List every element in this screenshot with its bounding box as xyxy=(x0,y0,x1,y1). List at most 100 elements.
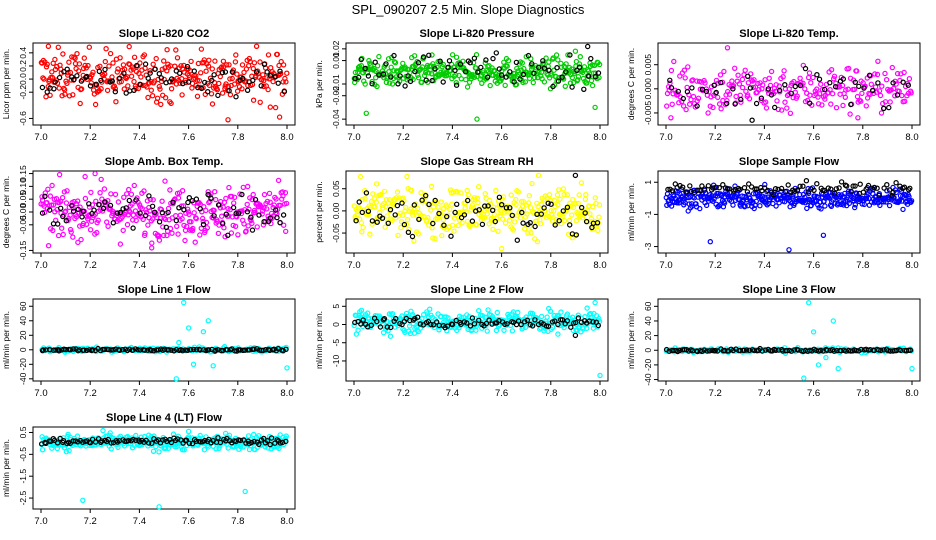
data-point xyxy=(203,207,209,214)
data-point xyxy=(381,316,388,322)
data-point xyxy=(130,225,136,231)
data-point xyxy=(115,444,121,451)
data-point xyxy=(724,45,731,51)
x-tick-label: 7.6 xyxy=(807,260,820,271)
data-point xyxy=(123,205,129,211)
data-point xyxy=(458,214,465,221)
data-point xyxy=(710,185,716,191)
data-point xyxy=(115,66,121,72)
data-point xyxy=(552,318,558,324)
data-point xyxy=(852,79,859,86)
data-point xyxy=(588,77,595,84)
data-point xyxy=(535,172,542,179)
data-point xyxy=(44,89,50,95)
data-point xyxy=(104,87,111,94)
data-point xyxy=(668,67,675,74)
x-tick-label: 7.0 xyxy=(347,260,360,271)
data-point xyxy=(384,213,390,219)
data-point xyxy=(565,52,571,58)
x-tick-label: 7.6 xyxy=(182,260,195,271)
data-point xyxy=(411,238,417,244)
data-point xyxy=(283,433,289,439)
data-point xyxy=(555,201,561,208)
data-point xyxy=(173,217,179,224)
data-point xyxy=(453,82,460,88)
data-point xyxy=(907,185,913,191)
data-point xyxy=(45,186,51,192)
data-point xyxy=(452,67,458,74)
data-point xyxy=(886,104,892,111)
data-point xyxy=(358,220,365,226)
data-point xyxy=(383,61,389,67)
data-point xyxy=(509,328,516,334)
data-point xyxy=(528,229,534,236)
data-point xyxy=(733,93,739,100)
data-point xyxy=(430,204,437,210)
data-point xyxy=(40,75,46,81)
data-point xyxy=(759,348,766,354)
data-point xyxy=(146,193,152,199)
data-point xyxy=(905,82,912,88)
data-point xyxy=(230,200,237,206)
data-point xyxy=(870,87,876,94)
data-point xyxy=(583,191,589,198)
x-tick-label: 7.2 xyxy=(709,260,722,271)
data-point xyxy=(878,347,884,353)
data-point xyxy=(121,70,127,77)
data-point xyxy=(97,189,103,196)
data-point xyxy=(240,347,246,354)
data-point xyxy=(160,232,167,239)
data-point xyxy=(193,346,200,353)
data-point xyxy=(668,203,675,209)
data-point xyxy=(560,186,567,192)
data-point xyxy=(74,73,80,79)
data-point xyxy=(156,219,163,225)
data-point xyxy=(538,211,545,217)
data-point xyxy=(81,55,88,61)
data-point xyxy=(232,59,239,65)
data-point xyxy=(401,221,408,228)
data-point xyxy=(890,189,896,196)
data-point xyxy=(70,234,76,240)
x-tick-label: 7.6 xyxy=(495,132,508,143)
data-point xyxy=(61,68,67,75)
data-point xyxy=(440,79,446,85)
data-point xyxy=(67,347,74,353)
y-axis-label: Licor ppm per min. xyxy=(1,49,11,119)
data-point xyxy=(893,189,899,196)
data-point xyxy=(183,437,190,443)
y-tick-label: -10 xyxy=(331,355,341,368)
data-point xyxy=(274,51,280,58)
data-point xyxy=(276,445,282,452)
series-selected xyxy=(39,191,287,238)
data-point xyxy=(749,117,755,123)
data-point xyxy=(797,183,803,189)
data-point xyxy=(877,92,884,99)
data-point xyxy=(98,77,104,84)
y-axis-label: ml/min per min. xyxy=(626,183,636,241)
data-point xyxy=(379,215,386,221)
data-point xyxy=(419,79,425,86)
data-point xyxy=(367,231,373,237)
data-point xyxy=(564,318,571,324)
data-point xyxy=(158,101,164,108)
data-point xyxy=(122,438,128,444)
data-point xyxy=(717,72,724,78)
data-point xyxy=(588,215,595,222)
data-point xyxy=(385,220,391,226)
panel-title: Slope Li-820 CO2 xyxy=(119,28,209,40)
data-point xyxy=(185,325,192,331)
data-point xyxy=(480,70,486,76)
data-point xyxy=(458,190,464,196)
data-point xyxy=(108,446,114,452)
x-tick-label: 7.0 xyxy=(34,516,47,527)
data-point xyxy=(718,105,724,112)
data-point xyxy=(219,69,226,76)
data-point xyxy=(267,215,273,221)
data-point xyxy=(99,438,105,444)
data-point xyxy=(522,79,529,85)
data-point xyxy=(806,196,812,202)
data-point xyxy=(473,222,480,228)
data-point xyxy=(44,61,50,68)
